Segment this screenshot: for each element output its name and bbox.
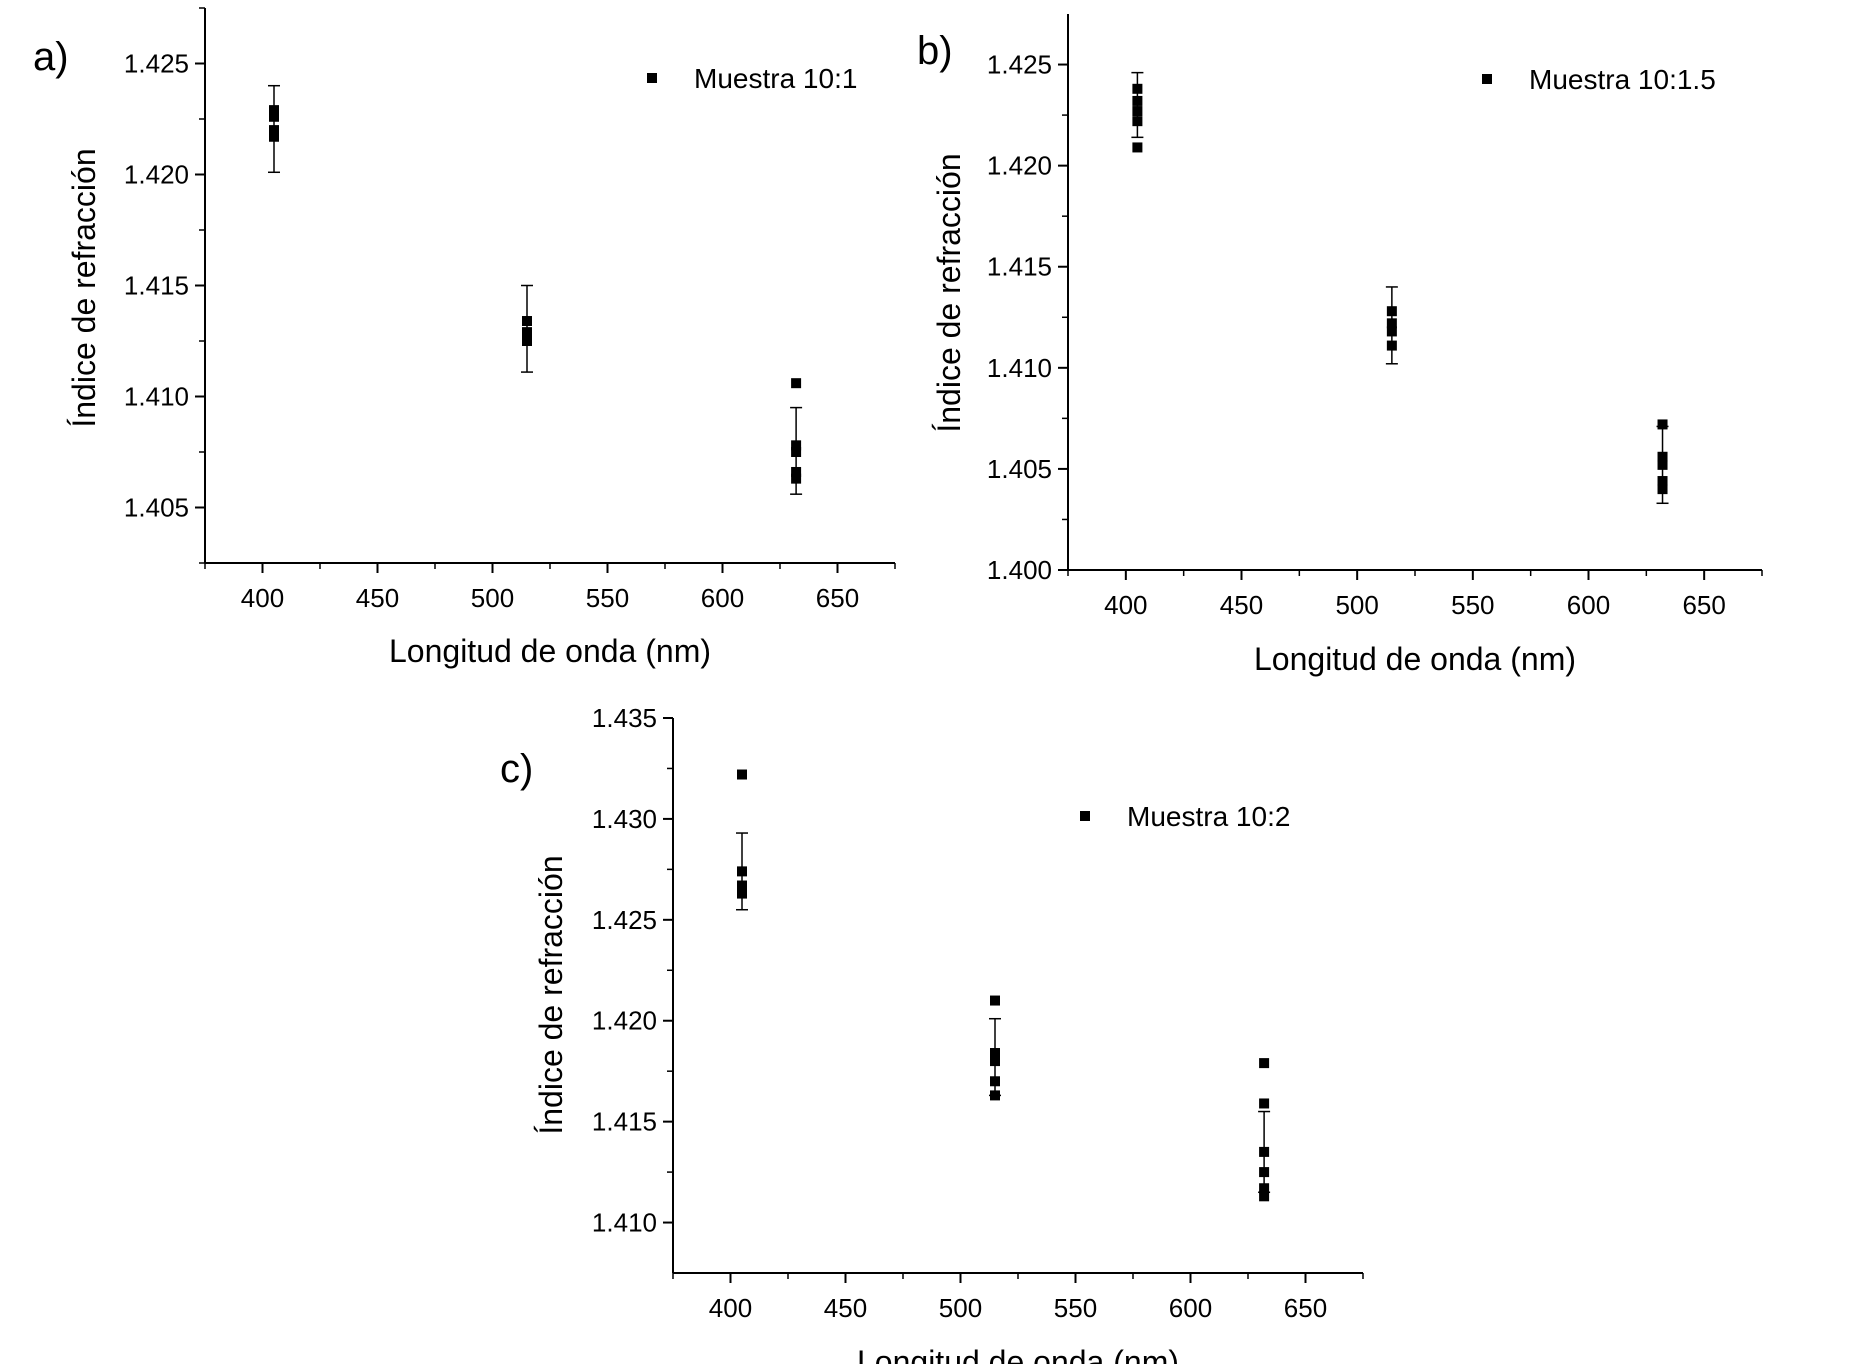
data-point <box>1132 106 1143 117</box>
y-tick-label: 1.425 <box>124 49 189 79</box>
panel-label: b) <box>917 29 953 73</box>
data-point <box>1386 340 1397 351</box>
data-point <box>1386 306 1397 317</box>
y-tick-label: 1.430 <box>592 804 657 834</box>
legend-marker <box>1482 74 1492 84</box>
data-point <box>737 888 747 899</box>
panel-label: c) <box>500 747 533 791</box>
data-point <box>1657 451 1668 462</box>
x-tick-label: 400 <box>241 583 284 613</box>
x-tick-label: 650 <box>816 583 859 613</box>
y-tick-label: 1.435 <box>592 703 657 733</box>
data-point <box>990 1076 1000 1087</box>
y-tick-label: 1.405 <box>987 454 1052 484</box>
data-point <box>737 769 747 780</box>
x-tick-label: 600 <box>1567 590 1610 620</box>
data-point <box>990 1048 1000 1059</box>
x-tick-label: 550 <box>1054 1293 1097 1323</box>
x-tick-label: 650 <box>1284 1293 1327 1323</box>
data-point <box>269 111 279 122</box>
x-tick-label: 400 <box>1104 590 1147 620</box>
y-tick-label: 1.410 <box>124 382 189 412</box>
data-point <box>1657 476 1668 487</box>
data-point <box>522 316 532 327</box>
y-tick-label: 1.405 <box>124 493 189 523</box>
legend: Muestra 10:2 <box>1080 801 1290 832</box>
chart-panel-3: 400 450 500 550 600 650 1.410 1.415 1.420 1.425 1.… <box>500 703 1364 1364</box>
y-tick-label: 1.410 <box>987 353 1052 383</box>
x-tick-label: 550 <box>586 583 629 613</box>
data-point <box>1132 116 1143 127</box>
data-point <box>1132 142 1143 153</box>
data-point <box>269 125 279 136</box>
y-tick-label: 1.415 <box>987 252 1052 282</box>
panel-label: a) <box>33 35 69 79</box>
data-point <box>1259 1191 1270 1202</box>
data-point <box>522 327 532 338</box>
legend-marker <box>647 73 657 83</box>
data-point <box>791 440 802 451</box>
data-point <box>269 105 279 116</box>
data-point <box>522 336 532 346</box>
data-point <box>1132 83 1143 94</box>
legend: Muestra 10:1 <box>647 63 857 94</box>
data-point <box>1386 318 1397 329</box>
y-tick-label: 1.420 <box>592 1006 657 1036</box>
legend-label: Muestra 10:2 <box>1127 801 1290 832</box>
y-tick-label: 1.415 <box>592 1107 657 1137</box>
data-point <box>737 880 747 891</box>
data-point <box>1132 95 1143 106</box>
y-tick-label: 1.420 <box>987 151 1052 181</box>
x-tick-label: 400 <box>709 1293 752 1323</box>
x-tick-label: 550 <box>1451 590 1494 620</box>
data-point <box>1259 1183 1270 1194</box>
x-tick-label: 500 <box>1335 590 1378 620</box>
x-axis-title: Longitud de onda (nm) <box>389 633 711 669</box>
y-tick-label: 1.410 <box>592 1208 657 1238</box>
data-point <box>791 466 802 477</box>
data-point <box>791 447 802 457</box>
data-point <box>791 473 802 484</box>
data-point <box>1657 484 1668 495</box>
data-point <box>1259 1058 1270 1069</box>
legend-marker <box>1080 811 1090 821</box>
y-tick-label: 1.415 <box>124 271 189 301</box>
x-tick-label: 600 <box>701 583 744 613</box>
x-tick-label: 600 <box>1169 1293 1212 1323</box>
y-tick-label: 1.425 <box>592 905 657 935</box>
x-tick-label: 650 <box>1682 590 1725 620</box>
data-point <box>990 1056 1000 1067</box>
chart-panel-2: 400 450 500 550 600 650 1.400 1.405 1.410 1.415 1.… <box>917 14 1763 677</box>
x-tick-label: 450 <box>824 1293 867 1323</box>
data-point <box>1259 1167 1270 1178</box>
legend: Muestra 10:1.5 <box>1482 64 1716 95</box>
data-point <box>1259 1098 1270 1109</box>
y-tick-label: 1.425 <box>987 50 1052 80</box>
data-point <box>990 995 1000 1006</box>
data-point <box>1657 459 1668 470</box>
x-tick-label: 450 <box>1220 590 1263 620</box>
data-point <box>269 131 279 142</box>
data-point <box>1657 419 1668 430</box>
chart-panel-1: 400 450 500 550 600 650 1.405 1.410 1.415 1.420 1.… <box>33 7 896 669</box>
y-axis-title: Índice de refracción <box>66 148 102 427</box>
data-point <box>737 866 747 877</box>
x-tick-label: 450 <box>356 583 399 613</box>
data-point <box>1386 326 1397 337</box>
y-tick-label: 1.420 <box>124 160 189 190</box>
x-tick-label: 500 <box>471 583 514 613</box>
legend-label: Muestra 10:1 <box>694 63 857 94</box>
data-point <box>1259 1146 1270 1157</box>
y-tick-label: 1.400 <box>987 555 1052 585</box>
data-point <box>791 378 802 389</box>
data-point <box>990 1090 1000 1101</box>
y-axis-title: Índice de refracción <box>533 855 569 1134</box>
legend-label: Muestra 10:1.5 <box>1529 64 1716 95</box>
x-tick-label: 500 <box>939 1293 982 1323</box>
y-axis-title: Índice de refracción <box>931 153 967 432</box>
x-axis-title: Longitud de onda (nm) <box>1254 641 1576 677</box>
x-axis-title: Longitud de onda (nm) <box>857 1344 1179 1364</box>
